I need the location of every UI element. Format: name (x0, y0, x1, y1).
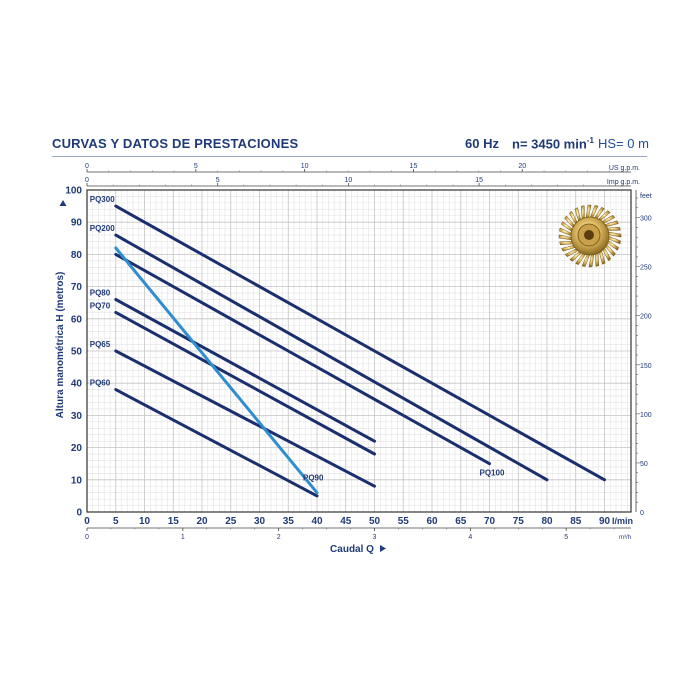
plot-frame (86, 189, 632, 513)
x-tick-label: 35 (283, 516, 295, 527)
feet-unit-label: feet (640, 193, 652, 200)
feet-tick-label: 0 (640, 510, 644, 517)
y-tick-label: 40 (71, 379, 83, 390)
speed-label: n= 3450 min-1 (512, 136, 594, 151)
grid (87, 190, 631, 512)
feet-tick-label: 50 (640, 461, 648, 468)
x-tick-label: 30 (254, 516, 266, 527)
m3h-tick-label: 4 (468, 534, 472, 541)
feet-tick-label: 250 (640, 265, 652, 272)
y-tick-label: 50 (71, 347, 83, 358)
series-line-pq65 (114, 349, 376, 488)
series-line-pq60 (114, 388, 319, 498)
x-tick-label: 55 (398, 516, 410, 527)
series-line-pq200 (114, 233, 549, 482)
us-gpm-tick-label: 15 (410, 163, 418, 170)
y-tick-label: 80 (71, 250, 83, 261)
header-divider (52, 156, 647, 157)
series-label-pq100: PQ100 (480, 469, 505, 478)
series-label-pq200: PQ200 (90, 224, 115, 233)
x-tick-label: 25 (225, 516, 237, 527)
y-tick-label: 90 (71, 218, 83, 229)
y-tick-label: 30 (71, 411, 83, 422)
m3h-tick-label: 0 (85, 534, 89, 541)
x-tick-label: 65 (455, 516, 467, 527)
x-tick-label: 75 (513, 516, 525, 527)
y-tick-label: 100 (65, 186, 82, 197)
x-tick-label: 50 (369, 516, 381, 527)
y-tick-label: 0 (76, 508, 82, 519)
x-unit-label: l/min (612, 516, 633, 526)
axes: 0 5 10 15 20 US g.p.m.0 5 10 15 Imp g.p.m.0 5 10 15 2… (55, 163, 652, 555)
feet-tick-label: 200 (640, 314, 652, 321)
impeller-bore (584, 230, 594, 240)
series-line-pq70 (114, 310, 376, 456)
m3h-tick-label: 3 (373, 534, 377, 541)
feet-tick-label: 150 (640, 363, 652, 370)
m3h-unit-label: m³/h (619, 535, 631, 541)
imp-gpm-tick-label: 5 (216, 177, 220, 184)
chart-title: CURVAS Y DATOS DE PRESTACIONES (52, 136, 299, 151)
imp-gpm-tick-label: 10 (344, 177, 352, 184)
y-tick-label: 10 (71, 475, 83, 486)
us-gpm-tick-label: 10 (301, 163, 309, 170)
series-labels: PQ300 PQ200 PQ100 PQ80 PQ70 PQ65 PQ60 PQ90 (90, 195, 505, 483)
series-line-pq300 (114, 204, 606, 482)
us-gpm-tick-label: 5 (194, 163, 198, 170)
y-tick-label: 20 (71, 443, 83, 454)
x-tick-label: 60 (426, 516, 438, 527)
m3h-tick-label: 1 (181, 534, 185, 541)
x-tick-label: 20 (196, 516, 208, 527)
imp-gpm-tick-label: 15 (475, 177, 483, 184)
series-label-pq300: PQ300 (90, 195, 115, 204)
x-tick-label: 5 (113, 516, 119, 527)
y-tick-label: 60 (71, 314, 83, 325)
feet-tick-label: 100 (640, 412, 652, 419)
us-gpm-tick-label: 20 (518, 163, 526, 170)
m3h-tick-label: 5 (564, 534, 568, 541)
feet-tick-label: 300 (640, 216, 652, 223)
suction-height-label: HS= 0 m (598, 136, 649, 151)
x-tick-label: 0 (84, 516, 90, 527)
x-tick-label: 70 (484, 516, 496, 527)
y-tick-label: 70 (71, 282, 83, 293)
brass-impeller-icon (558, 204, 622, 268)
x-tick-label: 40 (311, 516, 323, 527)
series-line-pq80 (114, 298, 376, 443)
imp-gpm-tick-label: 0 (85, 177, 89, 184)
x-tick-label: 45 (340, 516, 352, 527)
series-label-pq80: PQ80 (90, 288, 111, 297)
speed-unit-superscript: -1 (586, 136, 594, 145)
frequency-label: 60 Hz (465, 136, 499, 151)
speed-text: n= 3450 min (512, 136, 587, 152)
series-label-pq70: PQ70 (90, 301, 111, 310)
series-line-pq90 (114, 246, 319, 495)
series-label-pq65: PQ65 (90, 340, 111, 349)
series-label-pq60: PQ60 (90, 379, 111, 388)
series-line-pq100 (114, 252, 491, 466)
series-lines (114, 204, 606, 498)
y-axis-title: Altura manométrica H (metros) (55, 272, 66, 419)
y-axis-arrow-icon (59, 200, 67, 206)
imp-gpm-unit-label: Imp g.p.m. (607, 179, 640, 186)
us-gpm-tick-label: 0 (85, 163, 89, 170)
x-tick-label: 15 (168, 516, 180, 527)
x-tick-label: 10 (139, 516, 151, 527)
series-label-pq90: PQ90 (303, 474, 324, 483)
x-tick-label: 80 (541, 516, 553, 527)
us-gpm-unit-label: US g.p.m. (609, 165, 640, 172)
x-axis-title: Caudal Q (330, 544, 374, 555)
x-tick-label: 85 (570, 516, 582, 527)
m3h-tick-label: 2 (277, 534, 281, 541)
x-axis-arrow-icon (380, 545, 386, 552)
x-tick-label: 90 (599, 516, 611, 527)
